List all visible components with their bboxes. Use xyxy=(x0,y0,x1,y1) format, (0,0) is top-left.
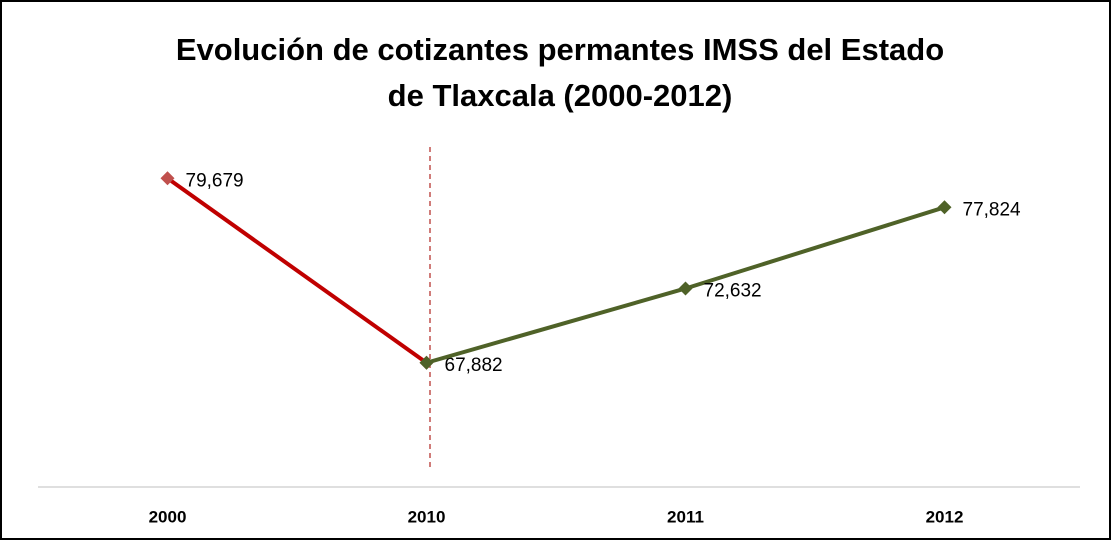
marker xyxy=(160,171,175,186)
x-tick-label: 2012 xyxy=(926,507,964,526)
chart-title: Evolución de cotizantes permantes IMSS d… xyxy=(176,32,944,67)
data-label: 72,632 xyxy=(704,280,762,301)
data-label: 77,824 xyxy=(963,199,1022,220)
marker xyxy=(419,355,434,370)
data-label: 67,882 xyxy=(445,355,503,376)
chart-title: de Tlaxcala (2000-2012) xyxy=(388,78,733,113)
x-tick-label: 2011 xyxy=(667,507,704,526)
x-tick-label: 2000 xyxy=(149,507,187,526)
data-label: 79,679 xyxy=(186,170,244,191)
marker xyxy=(678,281,693,296)
line xyxy=(166,176,428,365)
x-tick-label: 2010 xyxy=(408,507,446,526)
marker xyxy=(937,200,952,215)
